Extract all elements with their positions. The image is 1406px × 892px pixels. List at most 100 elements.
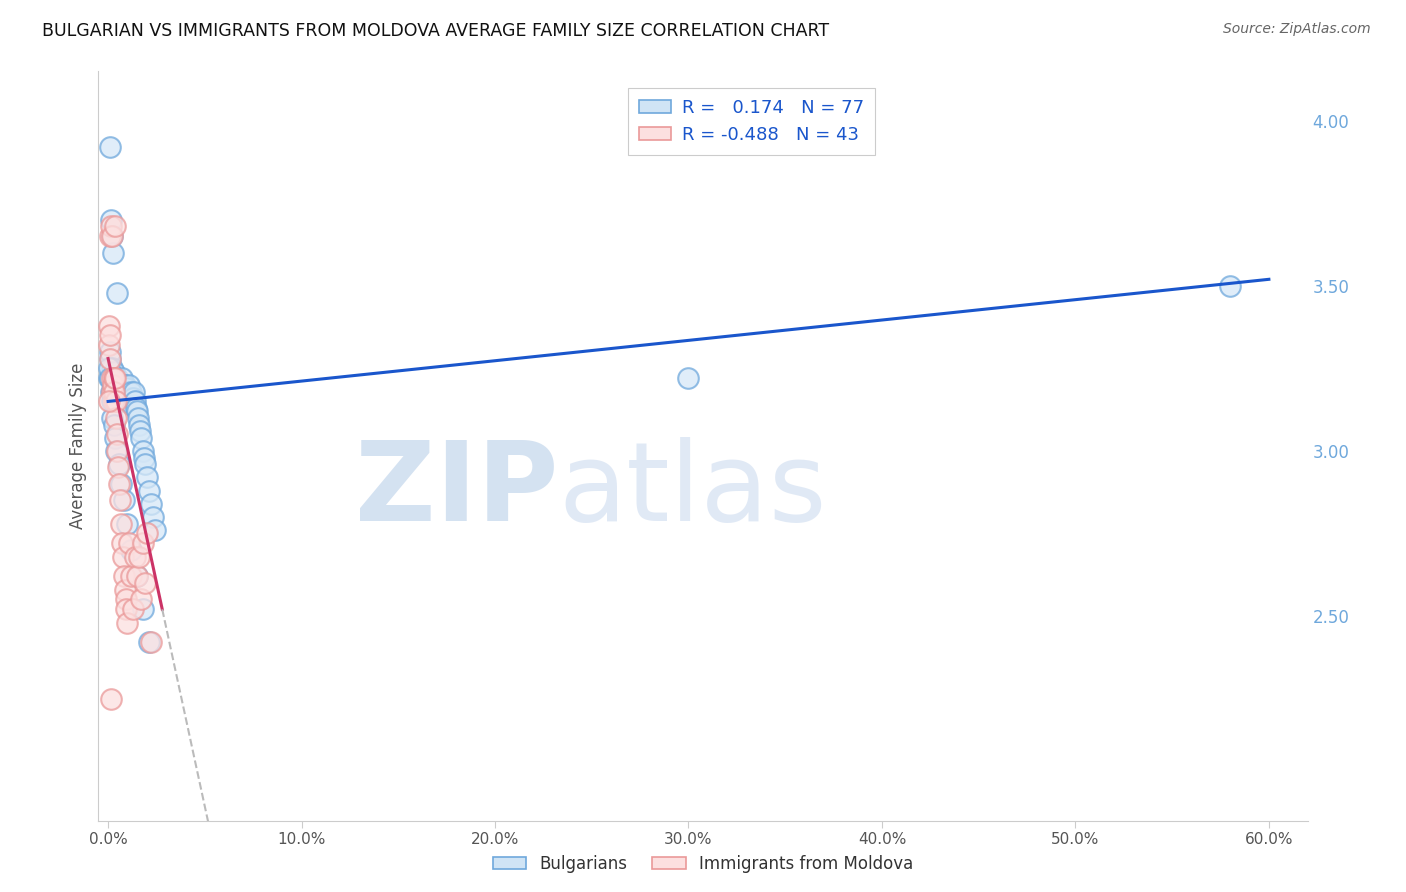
Point [114, 378, 136, 392]
Point [678, 371, 700, 385]
Point [100, 691, 122, 706]
Point [111, 549, 134, 564]
Point [115, 381, 138, 395]
Point [114, 582, 136, 597]
Point [127, 569, 149, 583]
Point [100, 384, 122, 399]
Point [134, 457, 156, 471]
Point [142, 510, 165, 524]
Point [139, 635, 162, 649]
Point [120, 384, 142, 399]
Point [98, 371, 121, 385]
Point [128, 417, 150, 432]
Point [105, 427, 128, 442]
Point [143, 523, 166, 537]
Point [111, 371, 134, 385]
Point [104, 384, 127, 399]
Point [107, 378, 129, 392]
Point [104, 431, 127, 445]
Point [114, 388, 136, 402]
Point [100, 394, 122, 409]
Point [127, 569, 149, 583]
Point [107, 477, 129, 491]
Point [98, 394, 121, 409]
Point [120, 569, 142, 583]
Point [98, 351, 121, 366]
Text: BULGARIAN VS IMMIGRANTS FROM MOLDOVA AVERAGE FAMILY SIZE CORRELATION CHART: BULGARIAN VS IMMIGRANTS FROM MOLDOVA AVE… [42, 22, 830, 40]
Point [98, 371, 121, 385]
Point [121, 398, 143, 412]
Point [107, 457, 129, 471]
Point [112, 391, 135, 405]
Point [105, 285, 128, 300]
Point [110, 477, 132, 491]
Point [117, 615, 139, 630]
Point [105, 444, 128, 458]
Point [104, 371, 127, 385]
Point [124, 394, 146, 409]
Point [98, 140, 121, 154]
Point [100, 229, 122, 244]
Point [110, 394, 132, 409]
Point [107, 388, 129, 402]
Point [105, 411, 128, 425]
Point [105, 391, 128, 405]
Legend: Bulgarians, Immigrants from Moldova: Bulgarians, Immigrants from Moldova [486, 848, 920, 880]
Point [135, 526, 157, 541]
Point [122, 391, 145, 405]
Point [132, 536, 155, 550]
Point [101, 229, 124, 244]
Point [115, 391, 138, 405]
Point [100, 219, 122, 234]
Point [122, 602, 145, 616]
Point [127, 411, 149, 425]
Text: Source: ZipAtlas.com: Source: ZipAtlas.com [1223, 22, 1371, 37]
Text: atlas: atlas [558, 437, 827, 544]
Point [107, 460, 129, 475]
Point [112, 493, 135, 508]
Point [103, 378, 125, 392]
Point [110, 378, 132, 392]
Point [104, 371, 127, 385]
Point [98, 338, 121, 352]
Text: ZIP: ZIP [354, 437, 558, 544]
Point [108, 381, 131, 395]
Point [105, 384, 128, 399]
Point [117, 394, 139, 409]
Point [129, 424, 152, 438]
Point [101, 229, 124, 244]
Point [115, 602, 138, 616]
Point [111, 536, 134, 550]
Point [138, 635, 160, 649]
Point [98, 328, 121, 343]
Point [101, 384, 124, 399]
Y-axis label: Average Family Size: Average Family Size [69, 363, 87, 529]
Point [108, 384, 131, 399]
Point [127, 404, 149, 418]
Point [100, 371, 122, 385]
Point [118, 536, 141, 550]
Point [124, 549, 146, 564]
Legend: R =   0.174   N = 77, R = -0.488   N = 43: R = 0.174 N = 77, R = -0.488 N = 43 [628, 88, 875, 154]
Point [103, 384, 125, 399]
Point [112, 378, 135, 392]
Point [118, 378, 141, 392]
Point [103, 391, 125, 405]
Point [138, 483, 160, 498]
Point [125, 401, 148, 415]
Point [98, 361, 121, 376]
Point [120, 543, 142, 558]
Point [97, 318, 120, 333]
Point [112, 569, 135, 583]
Point [100, 361, 122, 376]
Point [105, 371, 128, 385]
Point [101, 378, 124, 392]
Point [103, 365, 125, 379]
Point [98, 351, 121, 366]
Point [111, 384, 134, 399]
Point [104, 394, 127, 409]
Point [107, 394, 129, 409]
Point [135, 470, 157, 484]
Point [114, 384, 136, 399]
Point [134, 576, 156, 591]
